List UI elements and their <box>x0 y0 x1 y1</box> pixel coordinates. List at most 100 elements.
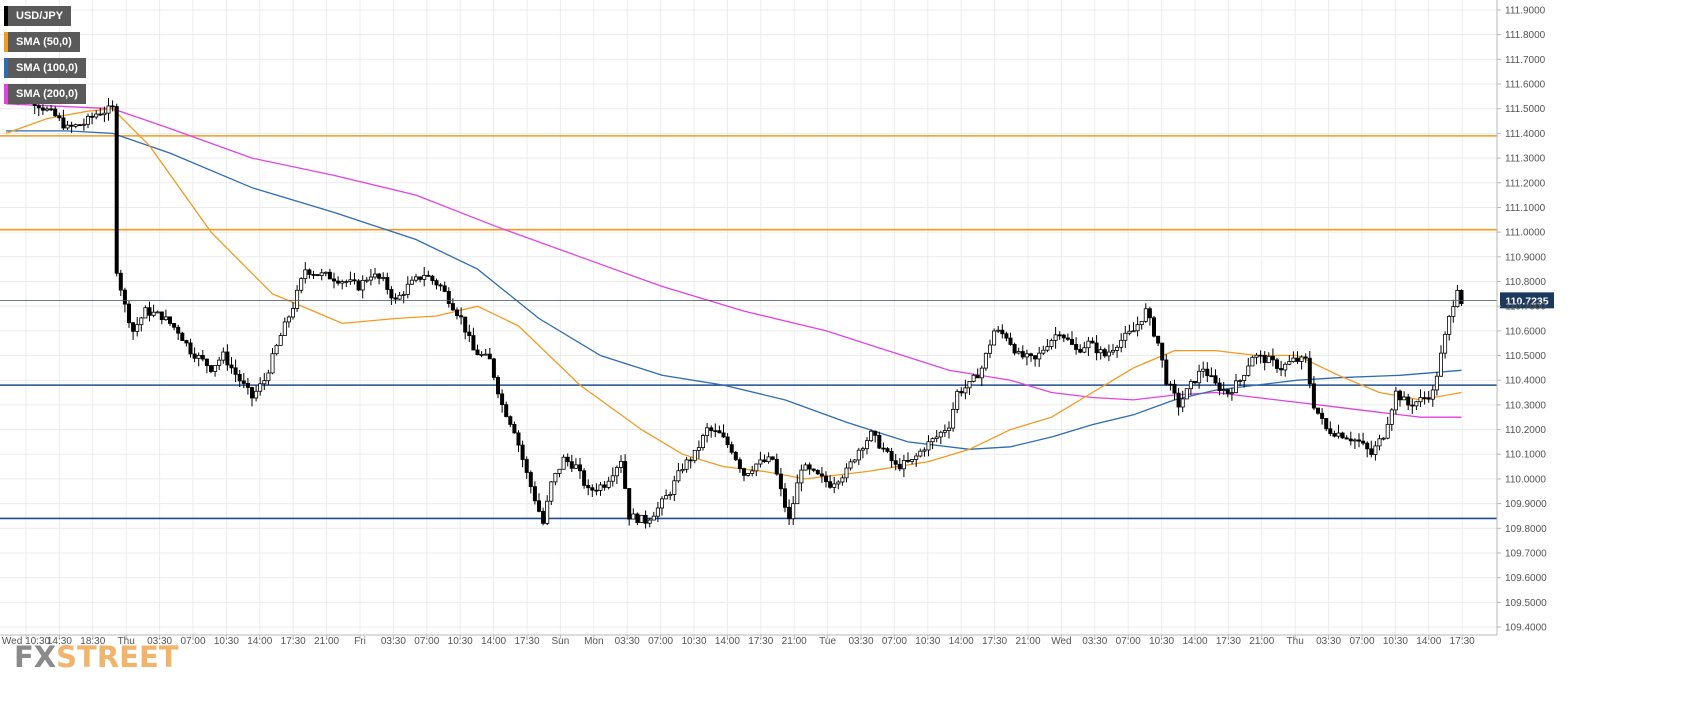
y-tick-label: 111.7000 <box>1505 55 1546 66</box>
candle <box>881 442 886 453</box>
candle <box>180 331 185 341</box>
candle-body-down <box>233 367 238 375</box>
candle <box>885 447 890 454</box>
candle-body-down <box>1193 380 1198 384</box>
candle-body-down <box>1422 397 1427 399</box>
candle-body-up <box>1201 368 1206 372</box>
candle <box>783 483 788 513</box>
candle <box>274 343 279 356</box>
candle-body-up <box>836 481 841 485</box>
candle-body-down <box>643 514 648 524</box>
candle <box>729 441 734 455</box>
candle <box>167 316 172 326</box>
candle <box>787 499 792 525</box>
candle <box>184 339 189 347</box>
candle-body-down <box>602 484 607 488</box>
candle <box>1242 374 1247 388</box>
y-tick-label: 111.2000 <box>1505 178 1546 189</box>
candle <box>192 347 197 363</box>
candle <box>819 466 824 483</box>
candle <box>299 277 304 294</box>
candle <box>483 348 488 356</box>
candle-body-up <box>705 427 710 436</box>
x-tick-label: 07:00 <box>180 636 205 647</box>
candle-body-down <box>1090 340 1095 344</box>
candle <box>467 324 472 343</box>
candle-body-down <box>1156 335 1161 344</box>
candle-body-down <box>204 358 209 367</box>
candle <box>643 510 648 529</box>
candle <box>241 373 246 389</box>
candle-body-down <box>565 456 570 463</box>
candle <box>1147 306 1152 326</box>
candle <box>840 475 845 486</box>
candle <box>979 365 984 387</box>
candle-body-down <box>906 459 911 462</box>
candle-body-down <box>49 108 54 111</box>
candle <box>413 273 418 283</box>
candle-body-up <box>221 351 226 361</box>
candle-body-up <box>286 316 291 323</box>
candle <box>758 451 763 468</box>
legend-item-sma50: SMA (50,0) <box>4 32 80 52</box>
candle-body-down <box>881 447 886 450</box>
candle <box>1029 352 1034 362</box>
candle-body-down <box>512 424 517 434</box>
candle <box>651 511 656 521</box>
candle <box>873 430 878 443</box>
candle <box>684 456 689 473</box>
candle-body-down <box>118 272 123 291</box>
candle <box>1045 339 1050 353</box>
candle <box>200 349 205 362</box>
candle-body-down <box>594 489 599 492</box>
candle <box>774 453 779 476</box>
candle-body-up <box>1381 437 1386 440</box>
candle-body-up <box>401 294 406 296</box>
candle <box>590 484 595 497</box>
candle-body-up <box>561 456 566 470</box>
candle <box>696 440 701 459</box>
candle <box>1287 355 1292 366</box>
candle-body-up <box>422 274 427 280</box>
candle-body-up <box>479 353 484 356</box>
candle <box>254 385 259 402</box>
candle <box>1201 361 1206 378</box>
candle <box>1279 360 1284 377</box>
candle-body-down <box>188 342 193 355</box>
candle-body-down <box>446 291 451 304</box>
candle-body-down <box>1324 418 1329 430</box>
candle <box>208 365 213 374</box>
x-tick-label: 17:30 <box>1216 636 1241 647</box>
candle <box>81 118 86 131</box>
candle <box>491 357 496 381</box>
candle-body-up <box>262 380 267 385</box>
candle-body-down <box>1074 344 1079 350</box>
candle <box>1451 299 1456 323</box>
candle-body-down <box>733 451 738 461</box>
candle-body-up <box>967 381 972 389</box>
candle-body-down <box>331 278 336 282</box>
candle-body-up <box>81 123 86 126</box>
candle <box>799 464 804 492</box>
candle <box>856 447 861 466</box>
candle <box>1398 389 1403 407</box>
candle-body-down <box>147 307 152 316</box>
candle-body-down <box>192 353 197 359</box>
candle-body-up <box>971 374 976 382</box>
candle-body-down <box>61 117 66 129</box>
candle-body-down <box>225 351 230 366</box>
candle <box>1229 387 1234 401</box>
candle-body-up <box>901 459 906 470</box>
candle-body-down <box>504 404 509 418</box>
candle <box>1115 345 1120 358</box>
candle <box>418 276 423 283</box>
candle-body-down <box>1094 342 1099 354</box>
candle-body-down <box>1213 375 1218 384</box>
x-tick-label: 14:00 <box>481 636 506 647</box>
candle <box>1443 331 1448 359</box>
candle-body-down <box>1295 357 1300 362</box>
x-tick-label: 21:00 <box>1015 636 1040 647</box>
candle-body-up <box>143 307 148 319</box>
candle <box>1111 343 1116 356</box>
candle-body-down <box>1410 404 1415 407</box>
